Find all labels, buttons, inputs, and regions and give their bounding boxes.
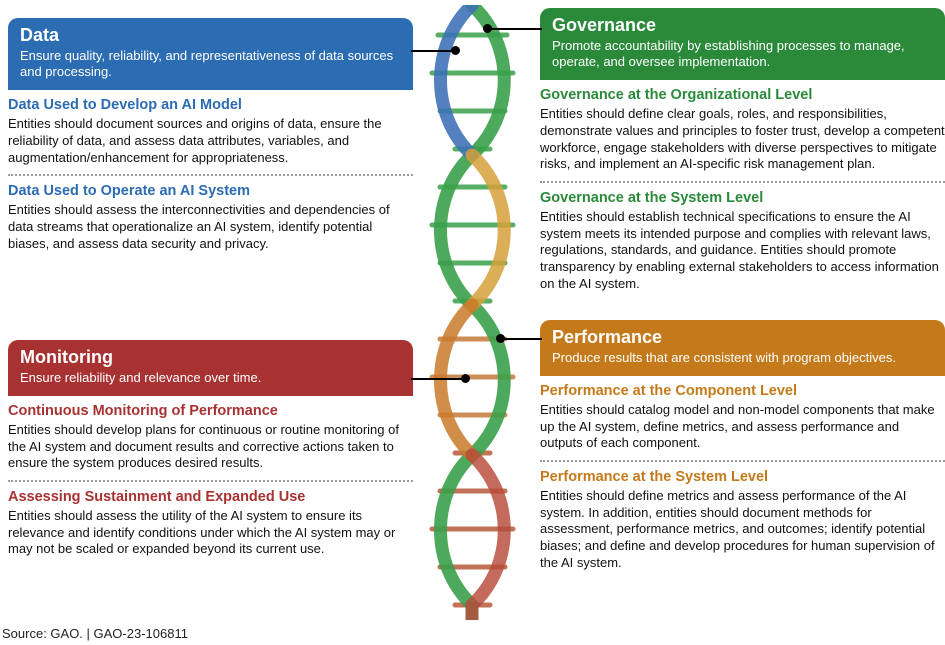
data-title: Data (20, 26, 401, 46)
performance-subtitle: Produce results that are consistent with… (552, 350, 933, 366)
data-subtitle: Ensure quality, reliability, and represe… (20, 48, 401, 81)
data-section-1: Data Used to Develop an AI Model Entitie… (8, 96, 413, 166)
monitoring-header: Monitoring Ensure reliability and releva… (8, 340, 413, 396)
performance-header: Performance Produce results that are con… (540, 320, 945, 376)
section-body: Entities should document sources and ori… (8, 116, 413, 166)
connector-line (411, 50, 456, 52)
section-title: Performance at the System Level (540, 468, 945, 486)
section-title: Data Used to Develop an AI Model (8, 96, 413, 114)
section-body: Entities should assess the utility of th… (8, 508, 413, 558)
source-citation: Source: GAO. | GAO-23-106811 (2, 626, 188, 641)
connector-line (487, 28, 542, 30)
data-section-2: Data Used to Operate an AI System Entiti… (8, 174, 413, 252)
connector-line (411, 378, 466, 380)
data-block: Data Ensure quality, reliability, and re… (8, 18, 413, 252)
connector-line (500, 338, 542, 340)
performance-section-1: Performance at the Component Level Entit… (540, 382, 945, 452)
section-body: Entities should define metrics and asses… (540, 488, 945, 571)
infographic-container: Data Ensure quality, reliability, and re… (0, 0, 945, 645)
monitoring-block: Monitoring Ensure reliability and releva… (8, 340, 413, 558)
data-header: Data Ensure quality, reliability, and re… (8, 18, 413, 90)
governance-header: Governance Promote accountability by est… (540, 8, 945, 80)
section-body: Entities should define clear goals, role… (540, 106, 945, 173)
section-title: Data Used to Operate an AI System (8, 182, 413, 200)
dna-helix (420, 5, 525, 620)
governance-section-2: Governance at the System Level Entities … (540, 181, 945, 292)
governance-block: Governance Promote accountability by est… (540, 8, 945, 292)
section-title: Performance at the Component Level (540, 382, 945, 400)
monitoring-section-2: Assessing Sustainment and Expanded Use E… (8, 480, 413, 558)
governance-section-1: Governance at the Organizational Level E… (540, 86, 945, 173)
performance-block: Performance Produce results that are con… (540, 320, 945, 571)
section-body: Entities should establish technical spec… (540, 209, 945, 292)
performance-title: Performance (552, 328, 933, 348)
monitoring-section-1: Continuous Monitoring of Performance Ent… (8, 402, 413, 472)
section-body: Entities should develop plans for contin… (8, 422, 413, 472)
governance-subtitle: Promote accountability by establishing p… (552, 38, 933, 71)
section-title: Continuous Monitoring of Performance (8, 402, 413, 420)
section-body: Entities should catalog model and non-mo… (540, 402, 945, 452)
governance-title: Governance (552, 16, 933, 36)
section-title: Governance at the Organizational Level (540, 86, 945, 104)
performance-section-2: Performance at the System Level Entities… (540, 460, 945, 571)
monitoring-title: Monitoring (20, 348, 401, 368)
monitoring-subtitle: Ensure reliability and relevance over ti… (20, 370, 401, 386)
section-body: Entities should assess the interconnecti… (8, 202, 413, 252)
section-title: Assessing Sustainment and Expanded Use (8, 488, 413, 506)
section-title: Governance at the System Level (540, 189, 945, 207)
